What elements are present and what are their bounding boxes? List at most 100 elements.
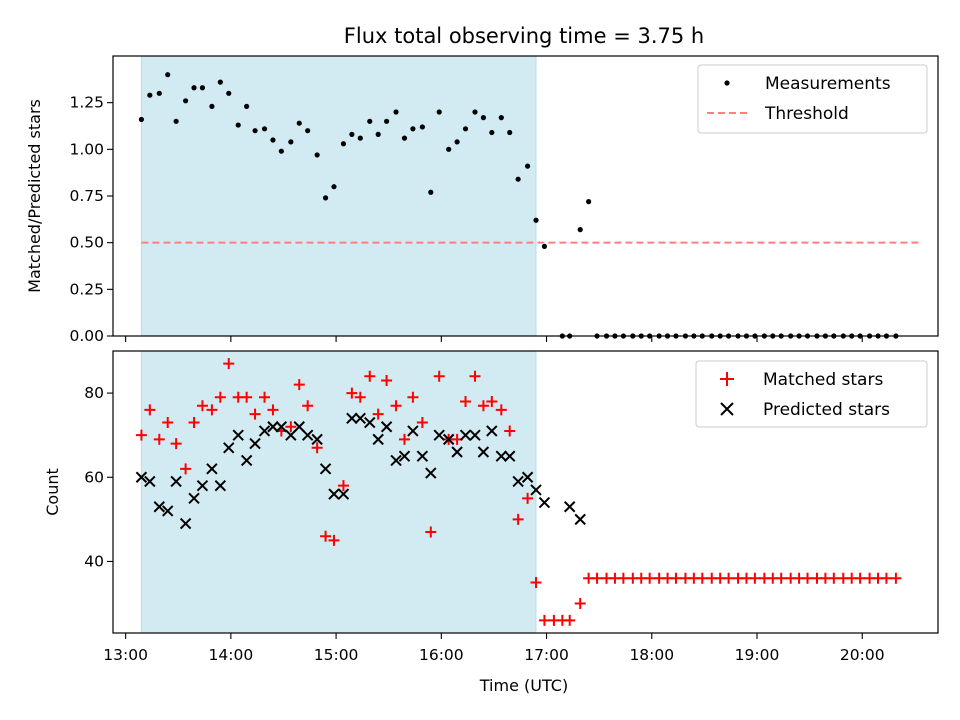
measurement-point [305, 128, 311, 134]
predicted-star-point [328, 488, 340, 500]
measurement-point [541, 243, 548, 249]
matched-star-point [433, 370, 445, 382]
measurement-point [138, 116, 145, 123]
x-tick-label: 15:00 [314, 646, 359, 664]
predicted-star-point [196, 479, 209, 492]
measurement-point [296, 120, 302, 126]
measurement-point [428, 189, 434, 195]
measurement-point [383, 118, 390, 124]
measurement-point [270, 137, 276, 143]
matched-star-point [880, 572, 892, 584]
matched-star-point [564, 614, 576, 626]
measurement-point [375, 131, 381, 137]
top-legend: Measurements Threshold [697, 64, 928, 134]
predicted-star-point [486, 425, 498, 437]
matched-star-point [259, 391, 271, 403]
predicted-star-point [416, 450, 429, 462]
matched-star-point [241, 391, 253, 403]
legend-predicted-marker [720, 402, 734, 416]
matched-star-point [223, 358, 235, 370]
matched-star-point [328, 534, 340, 546]
legend-measurements-label: Measurements [765, 74, 891, 94]
measurement-point [261, 126, 268, 132]
predicted-star-point [346, 412, 358, 425]
measurement-point [156, 90, 162, 96]
matched-star-point [188, 417, 200, 429]
matched-star-point [425, 526, 437, 538]
matched-star-point [311, 442, 323, 454]
top-shaded-span [140, 55, 537, 337]
matched-star-point [828, 572, 840, 584]
predicted-star-point [504, 450, 516, 462]
predicted-star-point [232, 429, 244, 441]
matched-star-point [574, 598, 586, 610]
x-tick-label: 14:00 [209, 646, 254, 664]
matched-star-point [381, 374, 393, 386]
measurement-point [340, 141, 347, 147]
matched-star-point [617, 572, 629, 584]
predicted-star-point [337, 488, 350, 500]
measurement-point [331, 184, 337, 190]
matched-star-point [372, 408, 384, 420]
measurement-point [209, 103, 215, 109]
top-y-tick-label: 0.75 [69, 187, 104, 205]
x-tick-label: 20:00 [840, 646, 885, 664]
matched-star-point [346, 387, 358, 399]
predicted-star-point [512, 475, 524, 488]
top-y-tick-label: 0.00 [69, 327, 104, 345]
predicted-star-point [563, 501, 576, 513]
matched-star-point [214, 391, 226, 403]
predicted-star-point [162, 505, 174, 517]
x-tick-label: 18:00 [629, 646, 674, 664]
measurement-point [226, 90, 232, 96]
matched-star-point [538, 614, 550, 626]
matched-star-point [249, 408, 261, 420]
predicted-star-point [433, 429, 445, 441]
legend-matched-marker [720, 372, 734, 386]
matched-star-point [854, 572, 866, 584]
bottom-legend: Matched stars Predicted stars [695, 360, 928, 428]
predicted-star-point [135, 471, 148, 483]
matched-star-point [285, 421, 297, 433]
predicted-star-point [267, 421, 279, 433]
matched-star-point [337, 480, 349, 492]
predicted-star-point [293, 421, 305, 433]
predicted-star-point [407, 425, 419, 437]
measurement-point [322, 195, 329, 201]
top-panel: Matched/Predicted stars 0.00 0.25 0.50 0.75… [25, 55, 939, 345]
matched-star-point [180, 463, 192, 475]
matched-star-point [495, 404, 507, 416]
predicted-star-point [179, 517, 192, 530]
top-y-axis-label: Matched/Predicted stars [25, 99, 44, 293]
predicted-star-point [311, 433, 323, 446]
matched-star-point [320, 530, 332, 542]
legend-matched-label: Matched stars [763, 370, 883, 390]
matched-star-point [196, 400, 208, 412]
predicted-star-point [301, 429, 314, 441]
matched-star-point [802, 572, 814, 584]
measurement-point [252, 128, 258, 134]
matched-star-point [135, 429, 147, 441]
measurement-point [577, 227, 583, 233]
predicted-star-point [372, 433, 384, 446]
legend-measurements-marker [724, 80, 730, 86]
predicted-star-point [275, 421, 288, 433]
matched-star-point [302, 400, 314, 412]
matched-star-point [522, 492, 534, 504]
matched-star-point [469, 370, 481, 382]
measurement-point [367, 118, 373, 124]
predicted-star-point [574, 513, 586, 526]
matched-star-point [644, 572, 656, 584]
matched-star-point [670, 572, 682, 584]
measurement-point [401, 135, 408, 141]
predicted-star-point [206, 463, 218, 475]
top-y-tick-label: 1.00 [69, 140, 104, 158]
measurement-point [235, 122, 241, 128]
predicted-star-point [495, 450, 508, 462]
bottom-y-tick-label: 40 [84, 552, 104, 570]
measurement-point [410, 126, 416, 132]
matched-star-point [460, 396, 472, 408]
top-y-tick-label: 0.25 [69, 280, 104, 298]
predicted-star-point [153, 501, 166, 513]
